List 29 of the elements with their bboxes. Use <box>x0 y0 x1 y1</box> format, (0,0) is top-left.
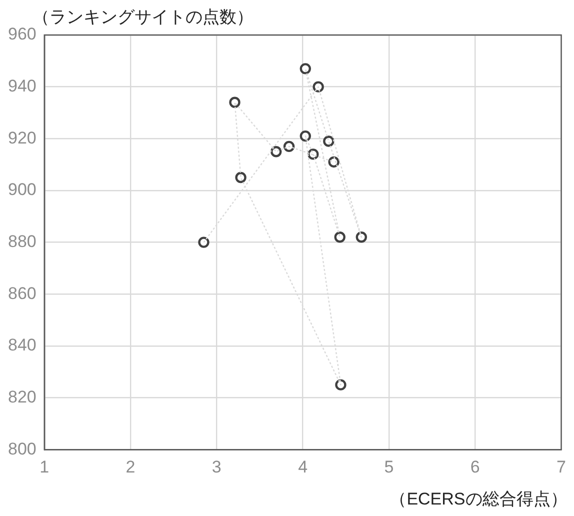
point <box>300 130 312 142</box>
point <box>300 63 312 74</box>
x-tick-label: 4 <box>298 457 308 476</box>
y-tick-label: 920 <box>8 128 36 148</box>
point <box>229 96 240 108</box>
y-tick-label: 880 <box>8 232 36 251</box>
point <box>198 236 210 248</box>
point <box>283 140 295 152</box>
x-tick-label: 3 <box>212 457 222 476</box>
point <box>335 379 346 390</box>
y-tick-label: 840 <box>8 336 36 355</box>
x-tick-label: 6 <box>470 457 480 476</box>
y-tick-label: 900 <box>8 180 36 200</box>
x-axis-title: （ECERSの総合得点） <box>390 490 568 509</box>
y-tick-label: 800 <box>8 439 36 458</box>
x-tick-label: 2 <box>126 457 136 476</box>
point <box>235 172 246 184</box>
y-tick-label: 820 <box>8 387 36 406</box>
x-tick-label: 5 <box>384 457 394 476</box>
point <box>312 81 324 92</box>
y-tick-label: 940 <box>8 76 36 96</box>
point <box>356 232 367 243</box>
point <box>334 232 346 243</box>
y-axis-title: （ランキングサイトの点数） <box>32 8 254 27</box>
point <box>323 136 334 147</box>
x-tick-label: 7 <box>556 457 566 476</box>
y-tick-label: 860 <box>8 284 36 303</box>
x-tick-label: 1 <box>40 457 50 476</box>
y-tick-label: 960 <box>8 24 36 44</box>
